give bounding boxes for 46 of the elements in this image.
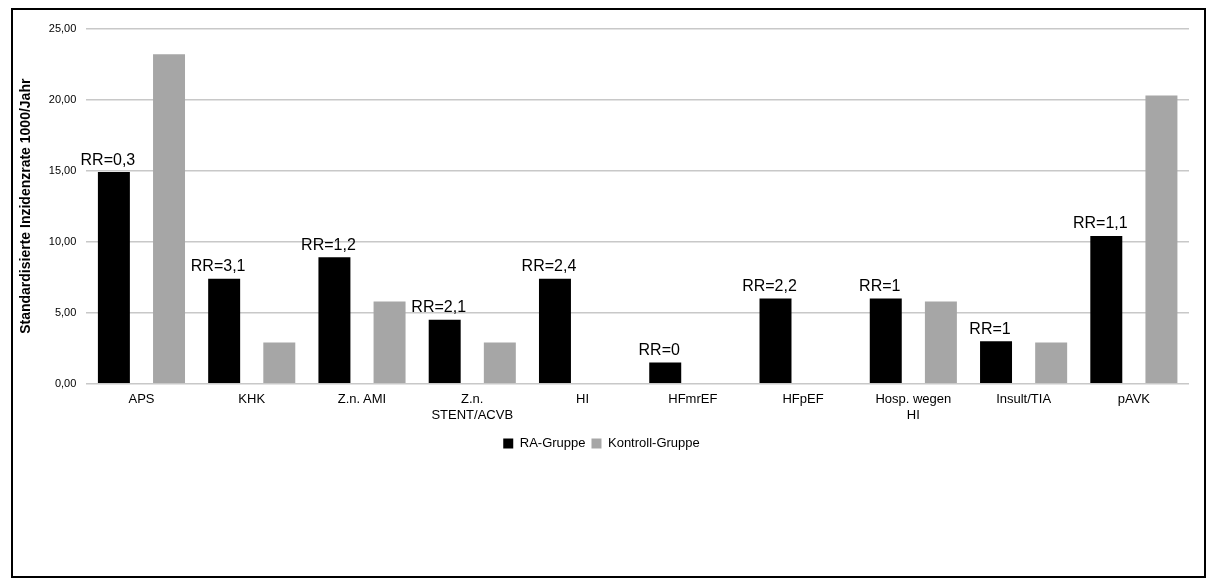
bar <box>980 341 1013 384</box>
y-tick-label: 25,00 <box>48 21 77 34</box>
annotation: RR=1 <box>859 276 901 294</box>
bar <box>483 342 516 384</box>
bar <box>153 54 186 384</box>
bar <box>208 278 241 384</box>
bar <box>97 172 130 384</box>
annotation: RR=2,4 <box>521 257 577 275</box>
bar <box>538 278 571 384</box>
annotation: RR=2,2 <box>742 276 797 294</box>
x-tick-label: pAVK <box>1117 391 1151 407</box>
annotation: RR=2,1 <box>411 298 467 316</box>
y-axis-title: Standardisierte Inzidenzrate 1000/Jahr <box>17 78 34 334</box>
annotation: RR=0 <box>638 340 680 358</box>
y-tick-label: 0,00 <box>54 376 77 389</box>
legend-label: RA-Gruppe <box>519 435 586 451</box>
annotation: RR=1 <box>969 319 1011 337</box>
x-tick-label: Z.n. STENT/ACVB <box>431 391 514 422</box>
annotation: RR=1,1 <box>1072 214 1128 232</box>
x-tick-label: APS <box>128 391 155 407</box>
bar <box>924 301 957 384</box>
x-tick-label: Z.n. AMI <box>337 391 387 407</box>
x-tick-label: HFpEF <box>782 391 824 407</box>
bar <box>649 362 682 384</box>
annotation: RR=0,3 <box>80 150 136 168</box>
y-tick-label: 10,00 <box>48 234 77 247</box>
y-tick-label: 20,00 <box>48 92 77 105</box>
x-tick-label: HFmrEF <box>668 391 718 407</box>
bar <box>759 298 792 384</box>
x-tick-label: HI <box>576 391 590 407</box>
bar <box>1035 342 1068 384</box>
bar <box>263 342 296 384</box>
bar <box>869 298 902 384</box>
x-tick-label: KHK <box>238 391 266 407</box>
legend-label: Kontroll-Gruppe <box>607 435 700 451</box>
x-tick-label: Insult/TIA <box>996 391 1052 407</box>
bar <box>1145 95 1178 384</box>
x-tick-label: Hosp. wegen HI <box>875 391 952 422</box>
bar <box>373 301 406 384</box>
annotation: RR=3,1 <box>190 257 246 275</box>
bar <box>428 319 461 384</box>
y-tick-label: 5,00 <box>54 305 77 318</box>
y-tick-label: 15,00 <box>48 163 77 176</box>
annotation: RR=1,2 <box>301 235 356 253</box>
bar <box>318 257 351 384</box>
bar <box>1090 236 1123 384</box>
